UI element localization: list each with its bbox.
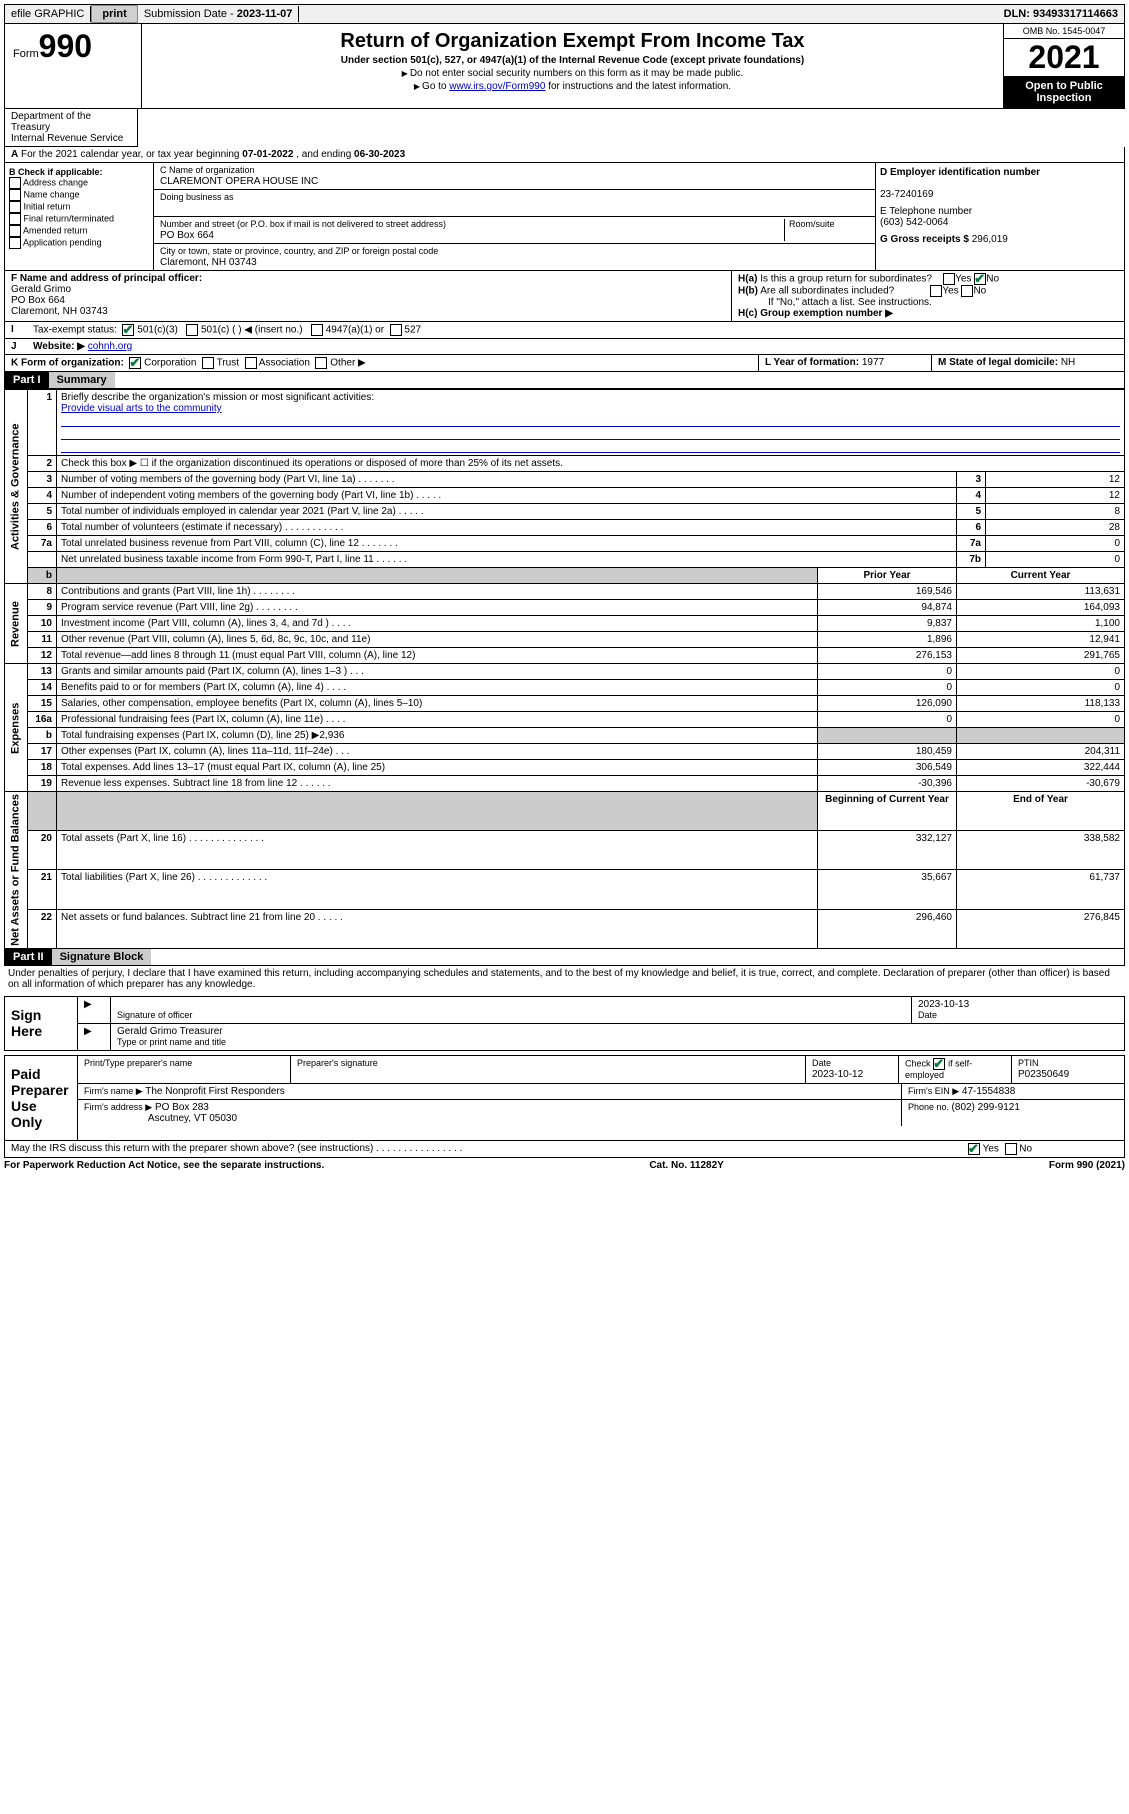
row-a-taxyear: A For the 2021 calendar year, or tax yea… (4, 147, 1125, 163)
org-address: PO Box 664 (160, 230, 214, 241)
submission-date: Submission Date - 2023-11-07 (138, 6, 300, 22)
col-c-orginfo: C Name of organizationCLAREMONT OPERA HO… (154, 163, 876, 270)
year-box: OMB No. 1545-0047 2021 Open to Public In… (1004, 24, 1124, 108)
ptin: P02350649 (1018, 1069, 1069, 1080)
officer-sig-name: Gerald Grimo Treasurer (117, 1026, 223, 1037)
summary-table: Activities & Governance 1 Briefly descri… (4, 389, 1125, 949)
phone: (603) 542-0064 (880, 217, 948, 228)
form-number-box: Form990 (5, 24, 142, 108)
website-link[interactable]: cohnh.org (88, 341, 132, 352)
ha-no-checkbox (974, 273, 986, 285)
open-inspection: Open to Public Inspection (1004, 76, 1124, 108)
self-emp-checkbox (933, 1058, 945, 1070)
firm-addr: PO Box 283 (155, 1102, 209, 1113)
section-fh: F Name and address of principal officer:… (4, 271, 1125, 322)
discuss-yes-checkbox (968, 1143, 980, 1155)
state-domicile: NH (1061, 357, 1075, 368)
form-990: 990 (39, 28, 92, 64)
title-box: Return of Organization Exempt From Incom… (142, 24, 1004, 108)
vtab-netassets: Net Assets or Fund Balances (5, 792, 28, 949)
ein: 23-7240169 (880, 189, 933, 200)
vtab-expenses: Expenses (5, 664, 28, 792)
corp-checkbox (129, 357, 141, 369)
form-title: Return of Organization Exempt From Incom… (146, 30, 999, 53)
firm-phone: (802) 299-9121 (952, 1102, 1020, 1113)
irs-link[interactable]: www.irs.gov/Form990 (449, 81, 545, 92)
print-button[interactable]: print (91, 5, 137, 23)
part2-header: Part IISignature Block (4, 949, 1125, 966)
vtab-revenue: Revenue (5, 584, 28, 664)
501c3-checkbox (122, 324, 134, 336)
col-b-checkboxes: B Check if applicable: Address change Na… (5, 163, 154, 270)
prep-date: 2023-10-12 (812, 1069, 863, 1080)
omb: OMB No. 1545-0047 (1004, 24, 1124, 39)
paid-preparer-block: Paid Preparer Use Only Print/Type prepar… (4, 1055, 1125, 1141)
discuss-row: May the IRS discuss this return with the… (4, 1141, 1125, 1158)
cat-no: Cat. No. 11282Y (649, 1160, 723, 1171)
mission-text[interactable]: Provide visual arts to the community (61, 403, 222, 414)
firm-name: The Nonprofit First Responders (145, 1086, 285, 1097)
firm-ein: 47-1554838 (962, 1086, 1015, 1097)
officer-name: Gerald Grimo (11, 284, 71, 295)
section-bcdeg: B Check if applicable: Address change Na… (4, 163, 1125, 271)
col-de: D Employer identification number23-72401… (876, 163, 1124, 270)
row-j-website: J Website: ▶ cohnh.org (4, 339, 1125, 355)
efile-label: efile GRAPHIC (5, 6, 91, 22)
page-footer: For Paperwork Reduction Act Notice, see … (4, 1158, 1125, 1173)
year-formation: 1977 (862, 357, 884, 368)
org-name: CLAREMONT OPERA HOUSE INC (160, 176, 318, 187)
vtab-governance: Activities & Governance (5, 390, 28, 584)
tax-year: 2021 (1004, 39, 1124, 76)
row-k-orgform: K Form of organization: Corporation Trus… (4, 355, 1125, 372)
penalties-text: Under penalties of perjury, I declare th… (4, 966, 1125, 992)
part1-header: Part ISummary (4, 372, 1125, 389)
dept-treasury: Department of the Treasury Internal Reve… (4, 109, 138, 147)
org-city: Claremont, NH 03743 (160, 257, 257, 268)
dln: DLN: 93493317114663 (998, 6, 1124, 22)
row-i-tax-status: I Tax-exempt status: 501(c)(3) 501(c) ( … (4, 322, 1125, 339)
gross-receipts: 296,019 (972, 234, 1008, 245)
sign-here-block: Sign Here ▶ Signature of officer 2023-10… (4, 996, 1125, 1051)
form-header: Form990 Return of Organization Exempt Fr… (4, 24, 1125, 109)
sig-date: 2023-10-13 (918, 999, 969, 1010)
top-bar: efile GRAPHIC print Submission Date - 20… (4, 4, 1125, 24)
